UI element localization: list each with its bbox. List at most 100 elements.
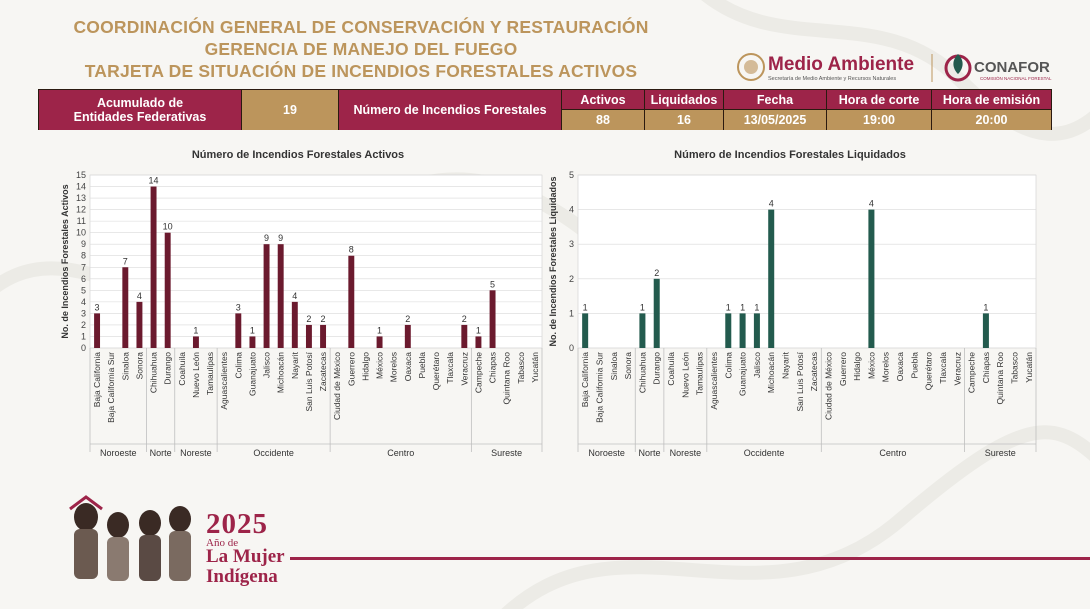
y-tick-label: 12 — [76, 205, 86, 215]
x-tick-label: México — [375, 352, 385, 379]
x-tick-label: Tlaxcala — [445, 352, 455, 384]
bar — [192, 336, 199, 348]
x-tick-label: Jalisco — [262, 352, 272, 378]
acumulado-label: Acumulado de Entidades Federativas — [39, 90, 241, 130]
x-tick-label: Morelos — [389, 352, 399, 382]
data-label: 1 — [250, 325, 255, 335]
x-tick-label: Campeche — [967, 352, 977, 393]
bar — [739, 313, 746, 348]
x-tick-label: Guerrero — [346, 352, 356, 386]
group-label: Sureste — [491, 448, 522, 458]
x-tick-label: Baja California Sur — [594, 352, 604, 423]
y-tick-label: 13 — [76, 193, 86, 203]
y-tick-label: 5 — [81, 285, 86, 295]
x-tick-label: Chihuahua — [637, 352, 647, 393]
bar — [348, 255, 355, 348]
y-tick-label: 6 — [81, 274, 86, 284]
bar — [164, 232, 171, 348]
x-tick-label: Querétaro — [431, 352, 441, 391]
plot-area — [89, 174, 543, 349]
x-tick-label: Coahuila — [177, 352, 187, 386]
group-label: Noreste — [180, 448, 212, 458]
x-tick-label: Nayarit — [290, 351, 300, 379]
bar — [404, 324, 411, 348]
mujer-indigena-illustration — [69, 495, 191, 581]
x-tick-label: Baja California — [92, 352, 102, 408]
footer-divider — [290, 557, 1090, 560]
x-tick-label: Tabasco — [516, 352, 526, 384]
data-label: 2 — [654, 268, 659, 278]
x-tick-label: Nuevo León — [191, 352, 201, 398]
data-label: 3 — [95, 302, 100, 312]
bar — [94, 313, 101, 348]
bar — [291, 301, 298, 348]
header-line-2: GERENCIA DE MANEJO DEL FUEGO — [204, 39, 518, 59]
y-tick-label: 3 — [569, 239, 574, 249]
acumulado-label-line2: Entidades Federativas — [73, 110, 207, 124]
x-tick-label: Baja California — [580, 352, 590, 408]
data-label: 1 — [377, 325, 382, 335]
footer-year-sub: Año de — [206, 537, 239, 549]
x-tick-label: Guanajuato — [738, 352, 748, 396]
x-tick-label: Hidalgo — [852, 352, 862, 381]
x-tick-label: Aguascalientes — [219, 352, 229, 410]
footer-line-2: Indígena — [206, 566, 278, 587]
bar — [753, 313, 760, 348]
data-label: 1 — [754, 302, 759, 312]
data-label: 1 — [726, 302, 731, 312]
x-tick-label: Tamaulipas — [205, 352, 215, 395]
x-tick-label: Aguascalientes — [709, 352, 719, 410]
x-tick-label: Quintana Roo — [995, 352, 1005, 405]
data-label: 9 — [264, 233, 269, 243]
x-tick-label: Querétaro — [924, 352, 934, 391]
institution-logos: Medio Ambiente Secretaría de Medio Ambie… — [737, 53, 1052, 82]
x-tick-label: Oaxaca — [895, 352, 905, 382]
x-tick-label: Sinaloa — [609, 352, 619, 381]
y-tick-label: 2 — [569, 274, 574, 284]
bar — [122, 267, 129, 348]
fecha-value: 13/05/2025 — [724, 110, 826, 130]
x-tick-label: Zacatecas — [318, 352, 328, 391]
conafor-subtext: COMISIÓN NACIONAL FORESTAL — [980, 75, 1052, 81]
x-tick-label: Jalisco — [752, 352, 762, 378]
chart-activos-svg: Número de Incendios Forestales Activos 0 1… — [60, 149, 543, 458]
bar — [582, 313, 589, 348]
bar — [639, 313, 646, 348]
chart-liquidados-svg: Número de Incendios Forestales Liquidado… — [548, 149, 1037, 458]
emision-value: 20:00 — [932, 110, 1051, 130]
y-tick-label: 4 — [569, 205, 574, 215]
bar — [982, 313, 989, 348]
x-tick-label: Yucatán — [1024, 352, 1034, 383]
x-tick-label: Coahuila — [666, 352, 676, 386]
liquidados-label: Liquidados — [645, 90, 723, 109]
x-tick-label: Sinaloa — [120, 352, 130, 381]
x-tick-label: Ciudad de México — [332, 352, 342, 420]
x-tick-label: Sonora — [134, 352, 144, 380]
activos-value: 88 — [562, 110, 644, 130]
bar — [768, 209, 775, 348]
x-tick-label: Zacatecas — [809, 352, 819, 391]
y-tick-label: 3 — [81, 308, 86, 318]
fecha-label: Fecha — [724, 90, 826, 109]
group-label: Noroeste — [588, 448, 625, 458]
x-tick-label: San Luis Potosí — [795, 351, 805, 411]
x-tick-label: Veracruz — [459, 352, 469, 386]
x-tick-label: Colima — [723, 352, 733, 379]
x-tick-label: Oaxaca — [403, 352, 413, 382]
bar — [320, 324, 327, 348]
bar — [305, 324, 312, 348]
data-label: 2 — [405, 314, 410, 324]
group-label: Noroeste — [100, 448, 137, 458]
x-tick-label: Durango — [163, 352, 173, 385]
medio-ambiente-text: Medio Ambiente — [768, 54, 914, 75]
bar — [461, 324, 468, 348]
activos-label: Activos — [562, 90, 644, 109]
data-label: 1 — [193, 325, 198, 335]
y-tick-label: 5 — [569, 170, 574, 180]
header-titles: COORDINACIÓN GENERAL DE CONSERVACIÓN Y R… — [0, 16, 722, 82]
header-line-1: COORDINACIÓN GENERAL DE CONSERVACIÓN Y R… — [73, 17, 649, 37]
group-label: Occidente — [253, 448, 294, 458]
liquidados-value: 16 — [645, 110, 723, 130]
acumulado-label-line1: Acumulado de — [96, 96, 184, 110]
x-tick-label: Chiapas — [981, 352, 991, 383]
